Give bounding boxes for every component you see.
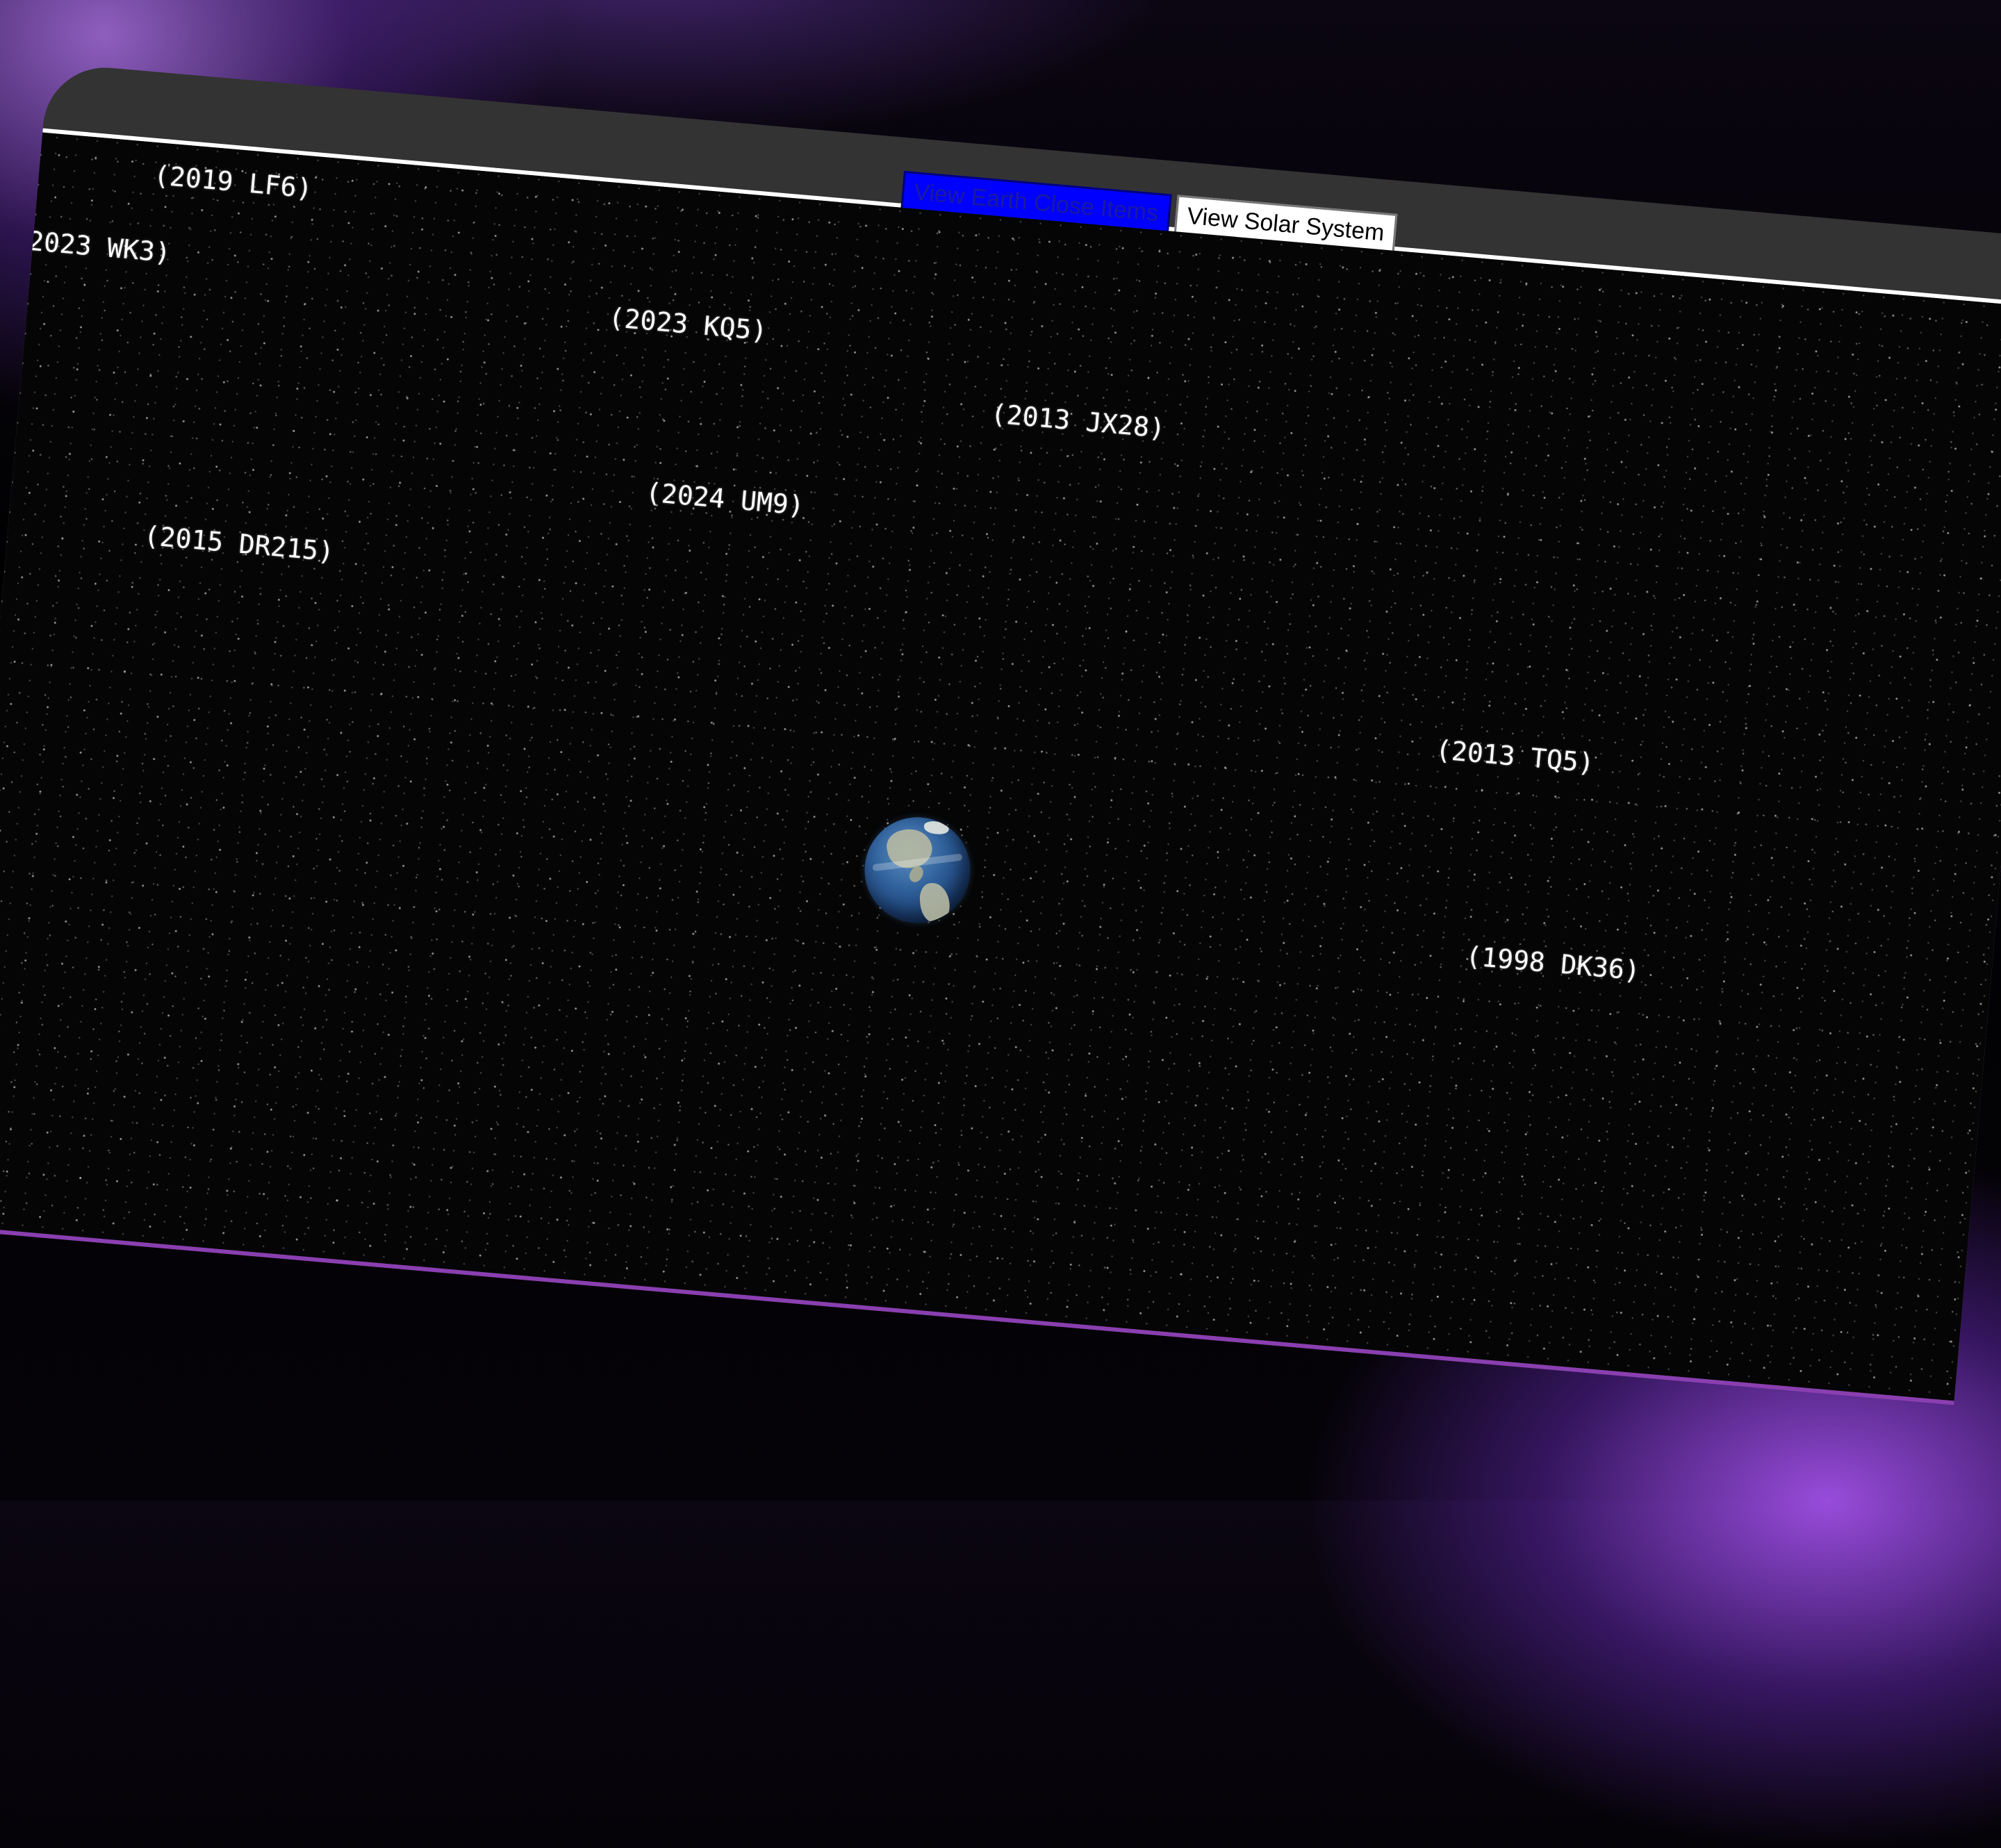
- earth-landmass-greenland: [923, 820, 950, 836]
- asteroid-label[interactable]: (2024 UM9): [644, 477, 806, 522]
- asteroid-label[interactable]: (2015 DR215): [142, 520, 336, 568]
- asteroid-label[interactable]: (2019 LF6): [152, 159, 314, 204]
- asteroid-label[interactable]: (2013 TQ5): [1434, 734, 1596, 779]
- asteroid-label[interactable]: (2023 WK3): [10, 224, 172, 269]
- asteroid-label[interactable]: (2023 KQ5): [607, 302, 768, 347]
- earth-landmass-south-america: [918, 882, 951, 925]
- space-viewport[interactable]: (2019 LF6) (2023 WK3) (2023 KQ5) (2013 J…: [0, 132, 2001, 1401]
- asteroid-label[interactable]: (1998 DK36): [1464, 940, 1642, 987]
- asteroid-label[interactable]: (2013 JX28): [989, 398, 1167, 444]
- earth-globe[interactable]: [860, 813, 975, 927]
- app-window: View Earth Close Items View Solar System…: [0, 63, 2001, 1401]
